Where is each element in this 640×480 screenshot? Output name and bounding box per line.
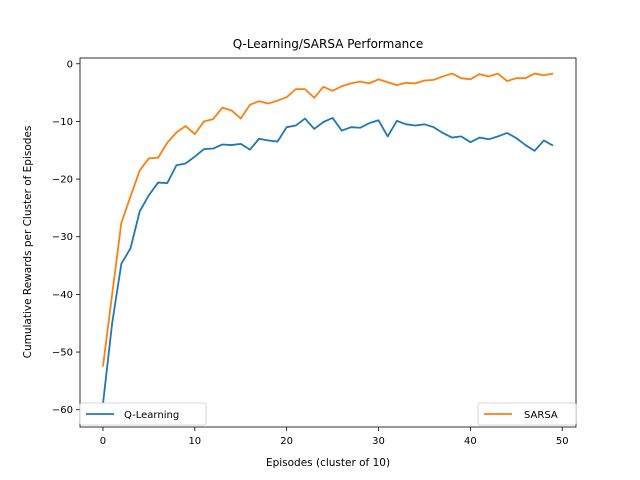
- legend-box-left: [79, 402, 207, 426]
- y-tick-label: −60: [52, 405, 73, 416]
- y-axis-label: Cumulative Rewards per Cluster of Episod…: [22, 126, 34, 359]
- plot-frame: [79, 57, 577, 428]
- y-tick-label: −20: [52, 175, 73, 186]
- y-axis: 0 −10 −20 −30 −40 −50 −60: [52, 59, 80, 416]
- series-line-q-learning: [102, 117, 554, 405]
- y-tick-label: −50: [52, 348, 73, 359]
- legend-q-learning: Q-Learning: [79, 402, 207, 426]
- chart-title: Q-Learning/SARSA Performance: [233, 37, 424, 51]
- x-tick-label: 10: [188, 436, 201, 447]
- y-tick-label: −30: [52, 232, 73, 243]
- legend-label-q-learning: Q-Learning: [124, 410, 179, 421]
- legend-label-sarsa: SARSA: [524, 410, 558, 421]
- x-axis: 0 10 20 30 40 50: [100, 427, 569, 447]
- legend-sarsa: SARSA: [477, 402, 577, 426]
- x-tick-label: 50: [556, 436, 569, 447]
- legend-box-right: [477, 402, 577, 426]
- y-tick-label: −10: [52, 117, 73, 128]
- x-axis-label: Episodes (cluster of 10): [266, 457, 390, 469]
- x-tick-label: 40: [464, 436, 477, 447]
- x-tick-label: 0: [100, 436, 106, 447]
- y-tick-label: −40: [52, 290, 73, 301]
- y-tick-label: 0: [67, 59, 73, 70]
- x-tick-label: 20: [280, 436, 293, 447]
- x-tick-label: 30: [372, 436, 385, 447]
- series-line-sarsa: [102, 72, 554, 367]
- series-layer: [102, 72, 554, 405]
- plot-area: 0 10 20 30 40 50 0 −10 −20 −30 −40 −50 −60: [52, 57, 577, 447]
